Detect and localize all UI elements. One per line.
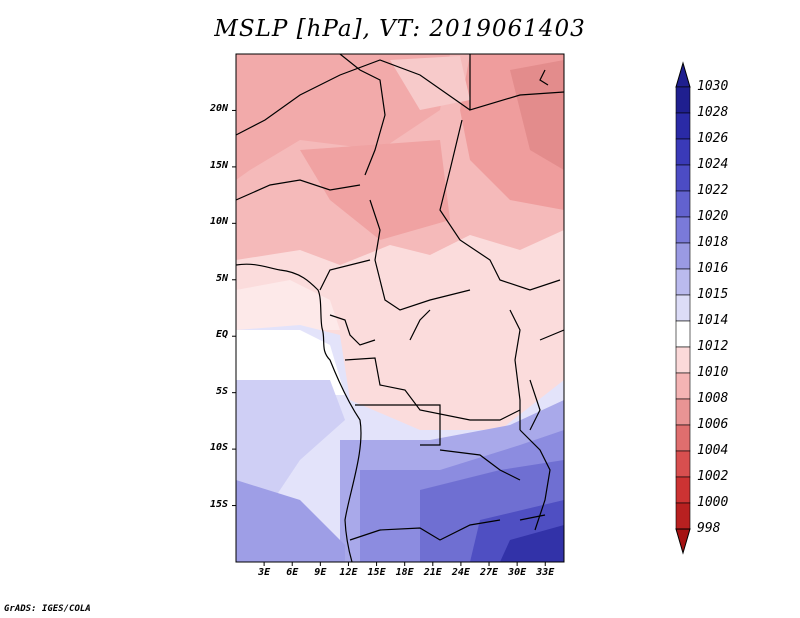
colorbar-label: 1014: [697, 313, 729, 328]
colorbar-swatch: [675, 372, 691, 400]
colorbar-swatch: [675, 86, 691, 114]
colorbar-swatch: [675, 398, 691, 426]
colorbar-label: 1016: [697, 261, 729, 276]
pressure-field: [236, 54, 564, 562]
colorbar-top-arrow: [675, 61, 691, 88]
lon-tick-label: 3E: [258, 567, 271, 578]
lat-tick-label: 5S: [215, 385, 228, 397]
country-borders: [236, 54, 564, 562]
colorbar-swatch: [675, 138, 691, 166]
lat-tick-label: 15N: [209, 159, 228, 171]
plot-title: MSLP [hPa], VT: 2019061403: [214, 16, 586, 42]
lon-tick-label: 18E: [395, 567, 414, 578]
lon-tick-label: 15E: [367, 567, 386, 578]
colorbar-label: 1022: [697, 183, 729, 198]
lon-tick-label: 24E: [451, 567, 470, 578]
colorbar-label: 998: [697, 521, 721, 536]
colorbar-swatch: [675, 268, 691, 296]
lon-tick-label: 33E: [536, 567, 555, 578]
lon-tick-label: 12E: [339, 567, 358, 578]
colorbar-swatch: [675, 112, 691, 140]
lon-tick-label: 30E: [508, 567, 527, 578]
lat-tick-label: 20N: [209, 103, 228, 115]
grads-credit: GrADS: IGES/COLA: [4, 604, 91, 614]
colorbar-label: 1012: [697, 339, 729, 354]
colorbar-label: 1020: [697, 209, 729, 224]
lon-tick-label: 6E: [286, 567, 299, 578]
colorbar-swatch: [675, 476, 691, 504]
colorbar-label: 1018: [697, 235, 729, 250]
colorbar-label: 1006: [697, 417, 729, 432]
colorbar-label: 1010: [697, 365, 729, 380]
colorbar-label: 1002: [697, 469, 729, 484]
axis-ticks: [232, 109, 546, 566]
lat-tick-label: 15S: [209, 498, 228, 510]
colorbar-label: 1028: [697, 105, 729, 120]
colorbar: [675, 61, 691, 555]
lon-tick-label: 27E: [479, 567, 499, 578]
colorbar-swatch: [675, 450, 691, 478]
colorbar-swatch: [675, 346, 691, 374]
colorbar-swatch: [675, 242, 691, 270]
colorbar-label: 1008: [697, 391, 729, 406]
colorbar-swatch: [675, 502, 691, 530]
colorbar-swatch: [675, 424, 691, 452]
lat-tick-label: EQ: [215, 329, 228, 341]
colorbar-swatch: [675, 164, 691, 192]
colorbar-swatch: [675, 294, 691, 322]
lon-tick-label: 9E: [314, 567, 327, 578]
lat-tick-label: 10S: [209, 442, 228, 454]
colorbar-swatch: [675, 320, 691, 348]
colorbar-label: 1015: [697, 287, 729, 302]
colorbar-label: 1004: [697, 443, 729, 458]
lat-tick-label: 10N: [209, 216, 228, 228]
colorbar-bottom-arrow: [675, 528, 691, 555]
colorbar-label: 1026: [697, 131, 729, 146]
colorbar-label: 1024: [697, 157, 729, 172]
colorbar-swatch: [675, 190, 691, 218]
lon-tick-label: 21E: [423, 567, 442, 578]
colorbar-label: 1000: [697, 495, 729, 510]
colorbar-label: 1030: [697, 79, 729, 94]
colorbar-swatch: [675, 216, 691, 244]
lat-tick-label: 5N: [215, 272, 228, 284]
map-frame: [235, 53, 565, 563]
